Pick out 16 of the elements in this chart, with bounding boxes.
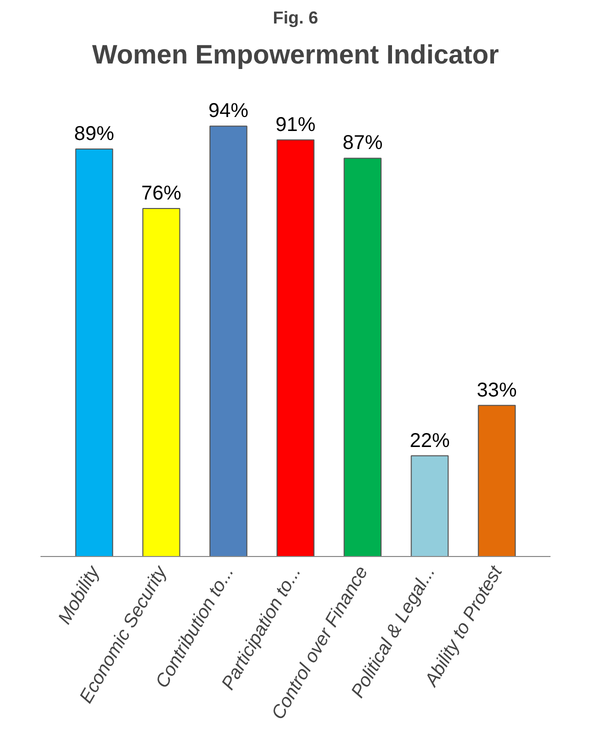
bar [75, 148, 114, 556]
caption: Fig. 6 [272, 8, 318, 28]
data-label: 76% [141, 182, 182, 205]
bar [142, 208, 180, 556]
data-label: 91% [275, 114, 316, 136]
data-label: 87% [342, 132, 383, 154]
data-label: 33% [476, 379, 518, 402]
bar [344, 158, 382, 556]
data-label: 22% [410, 430, 450, 452]
bar [478, 404, 516, 556]
chart-title: Women Empowerment Indicator [92, 40, 499, 70]
bar [209, 126, 248, 556]
bar [276, 139, 314, 556]
data-label: 94% [208, 100, 249, 122]
bar [410, 455, 449, 556]
data-label: 89% [74, 123, 114, 146]
